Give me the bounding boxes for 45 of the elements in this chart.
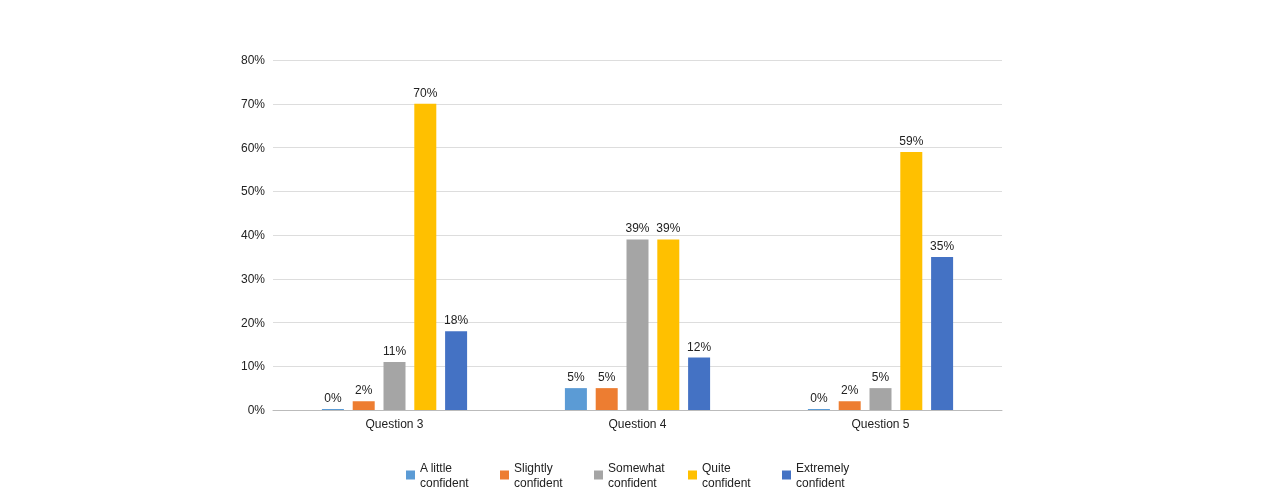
data-label: 5%	[598, 370, 616, 385]
data-label: 2%	[841, 383, 859, 398]
bar	[414, 103, 437, 410]
bar	[688, 357, 711, 410]
data-label: 0%	[810, 391, 828, 405]
y-tick-label: 20%	[240, 315, 266, 330]
y-tick-label: 80%	[240, 53, 266, 67]
legend-label: Quite confident	[702, 460, 752, 490]
y-tick-label: 30%	[240, 271, 266, 286]
bar	[931, 256, 954, 410]
bar	[900, 151, 923, 410]
data-label: 59%	[899, 133, 924, 148]
bar	[838, 401, 861, 410]
data-label: 5%	[567, 370, 585, 385]
legend-label: Slightly confident	[514, 460, 564, 490]
bar	[383, 361, 406, 410]
x-tick-label: Question 4	[608, 417, 667, 431]
x-tick-label: Question 5	[851, 417, 910, 431]
legend-label: Extremely confident	[796, 460, 853, 490]
bar	[595, 388, 618, 410]
y-tick-label: 40%	[240, 228, 266, 242]
bar	[352, 401, 375, 410]
bar	[445, 331, 468, 410]
legend-label: A little confident	[420, 460, 470, 490]
bar	[626, 239, 649, 410]
bar	[564, 388, 587, 410]
y-tick-label: 50%	[240, 184, 266, 199]
y-tick-label: 70%	[240, 96, 266, 111]
x-tick-label: Question 3	[365, 417, 424, 431]
data-label: 11%	[382, 343, 407, 358]
data-label: 35%	[930, 238, 955, 253]
y-tick-label: 60%	[240, 140, 266, 155]
bar	[869, 388, 892, 410]
data-label: 70%	[413, 85, 438, 100]
y-tick-label: 10%	[240, 359, 266, 374]
data-label: 12%	[687, 339, 712, 354]
data-label: 0%	[324, 391, 342, 405]
data-label: 2%	[355, 383, 373, 398]
data-label: 18%	[444, 313, 469, 328]
legend-label: Somewhat confident	[608, 460, 669, 490]
y-tick-label: 0%	[247, 403, 266, 417]
data-label: 5%	[871, 370, 890, 385]
data-label: 39%	[625, 221, 650, 236]
data-label: 39%	[656, 221, 681, 236]
bar	[657, 239, 680, 410]
